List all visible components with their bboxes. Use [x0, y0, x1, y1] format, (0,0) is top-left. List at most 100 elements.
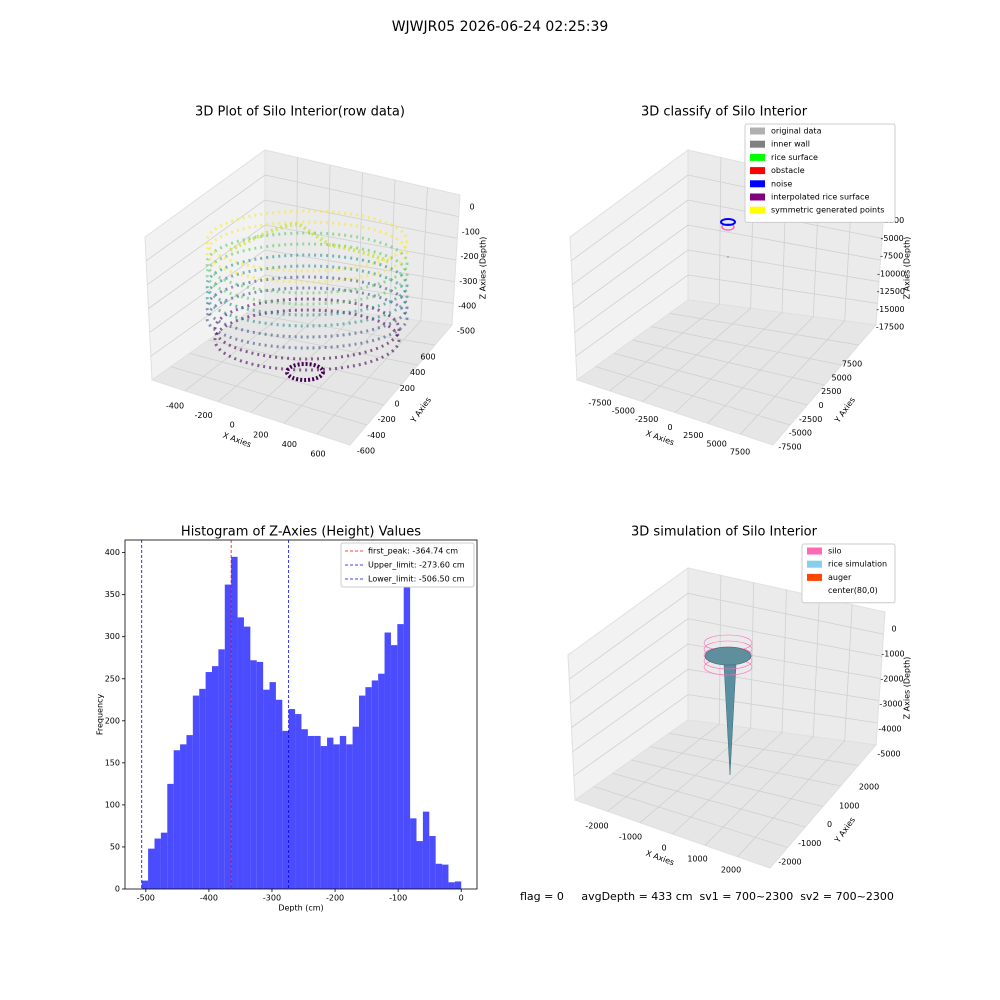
- z-axis-label: Z Axies (Depth): [903, 237, 912, 300]
- bar: [250, 660, 257, 889]
- y-tick-label: 1000: [839, 801, 859, 810]
- footer: flag = 0 avgDepth = 433 cm sv1 = 700~230…: [520, 890, 894, 903]
- bar: [352, 726, 359, 889]
- bar: [199, 688, 206, 889]
- bar: [333, 744, 340, 889]
- z-tick-label: -100: [462, 227, 480, 236]
- point-surface: [229, 222, 391, 264]
- y-tick-label: 7500: [842, 360, 862, 369]
- x-tick-label: 600: [310, 450, 325, 459]
- pane-grid: [573, 694, 878, 777]
- subplot-title: 3D classify of Silo Interior: [641, 105, 808, 120]
- x-tick-label: -500: [137, 894, 155, 903]
- bar: [186, 735, 193, 889]
- z-tick-label: -300: [459, 277, 477, 286]
- bar: [218, 649, 225, 889]
- legend-swatch: [750, 153, 765, 161]
- z-tick-label: 0: [891, 625, 896, 634]
- bar: [173, 750, 181, 889]
- z-tick-label: -10000: [877, 269, 905, 278]
- plot-frame: [124, 539, 478, 890]
- legend-label: original data: [771, 127, 822, 136]
- y-tick-label: -2000: [778, 858, 801, 867]
- point-ring: [205, 286, 409, 350]
- x-tick-label: 0: [667, 423, 672, 432]
- y-tick-label: -5000: [789, 429, 812, 438]
- legend-swatch: [750, 193, 765, 201]
- y-tick-label: 2500: [821, 387, 841, 396]
- point-ring: [720, 218, 736, 226]
- legend-swatch: [807, 547, 822, 555]
- y-tick-label: 300: [105, 632, 120, 641]
- bar: [160, 832, 168, 889]
- y-axis-label: Frequency: [96, 694, 105, 736]
- bar: [224, 584, 232, 889]
- bar: [269, 682, 276, 889]
- point-ring: [205, 209, 409, 273]
- y-tick-label: 0: [394, 400, 399, 409]
- x-tick-label: -200: [326, 894, 344, 903]
- legend-label: inner wall: [771, 140, 810, 149]
- pane-grid: [217, 164, 331, 402]
- legend-label: first_peak: -364.74 cm: [368, 547, 458, 556]
- bar: [358, 695, 366, 889]
- y-tick-label: 0: [115, 885, 120, 894]
- rice-surface: [704, 646, 752, 666]
- legend-label: obstacle: [771, 166, 805, 175]
- bar: [237, 617, 244, 889]
- y-tick-label: 5000: [831, 373, 851, 382]
- subplot-title: 3D Plot of Silo Interior(row data): [195, 105, 405, 120]
- point-ring: [205, 220, 409, 284]
- bar: [454, 881, 462, 889]
- x-tick-label: -400: [200, 894, 218, 903]
- legend-swatch: [750, 140, 765, 148]
- y-tick-label: 250: [105, 674, 120, 683]
- z-tick-label: 0: [469, 203, 474, 212]
- x-tick-label: 2000: [721, 866, 741, 875]
- point-ring: [205, 275, 409, 339]
- legend-box: [801, 543, 896, 604]
- pane-grid: [707, 179, 820, 424]
- legend-swatch: [750, 127, 765, 135]
- pane-grid: [150, 274, 454, 357]
- z-tick-label: -5000: [877, 750, 900, 759]
- legend-label: rice simulation: [828, 560, 887, 569]
- legend-swatch: [807, 560, 822, 568]
- point-ring: [205, 231, 409, 295]
- x-tick-label: -400: [166, 402, 184, 411]
- legend-label: auger: [828, 573, 852, 582]
- point-ring: [205, 242, 409, 306]
- x-tick-label: -200: [195, 411, 213, 420]
- z-tick-label: -3000: [879, 700, 902, 709]
- pane-grid: [737, 604, 853, 857]
- x-tick-label: -1000: [619, 833, 642, 842]
- legend-label: center(80,0): [828, 586, 878, 595]
- bar: [320, 746, 328, 889]
- pane-grid: [575, 274, 878, 357]
- bar: [288, 709, 296, 889]
- legend-swatch: [807, 587, 822, 595]
- y-tick-label: 50: [110, 842, 120, 851]
- legend-label: noise: [771, 179, 792, 188]
- bar: [263, 689, 270, 889]
- point-ring: [205, 253, 409, 317]
- bar: [307, 735, 315, 889]
- subplot-title: Histogram of Z-Axies (Height) Values: [181, 525, 421, 540]
- y-tick-label: 200: [105, 716, 120, 725]
- x-tick-label: 400: [282, 440, 297, 449]
- legend-box: [744, 123, 896, 223]
- x-tick-label: -2500: [635, 415, 658, 424]
- legend-swatch: [807, 573, 822, 581]
- z-tick-label: -1000: [881, 650, 904, 659]
- z-tick-label: -200: [461, 252, 479, 261]
- bar: [205, 672, 213, 889]
- x-tick-label: 1000: [687, 855, 707, 864]
- x-tick-label: -5000: [612, 407, 635, 416]
- z-tick-label: -7500: [880, 252, 903, 261]
- y-tick-label: -7500: [778, 443, 801, 452]
- bar: [429, 836, 436, 889]
- pane-grid: [250, 172, 363, 413]
- x-tick-label: 2500: [683, 431, 703, 440]
- x-tick-label: -7500: [588, 399, 611, 408]
- legend-label: silo: [828, 547, 842, 556]
